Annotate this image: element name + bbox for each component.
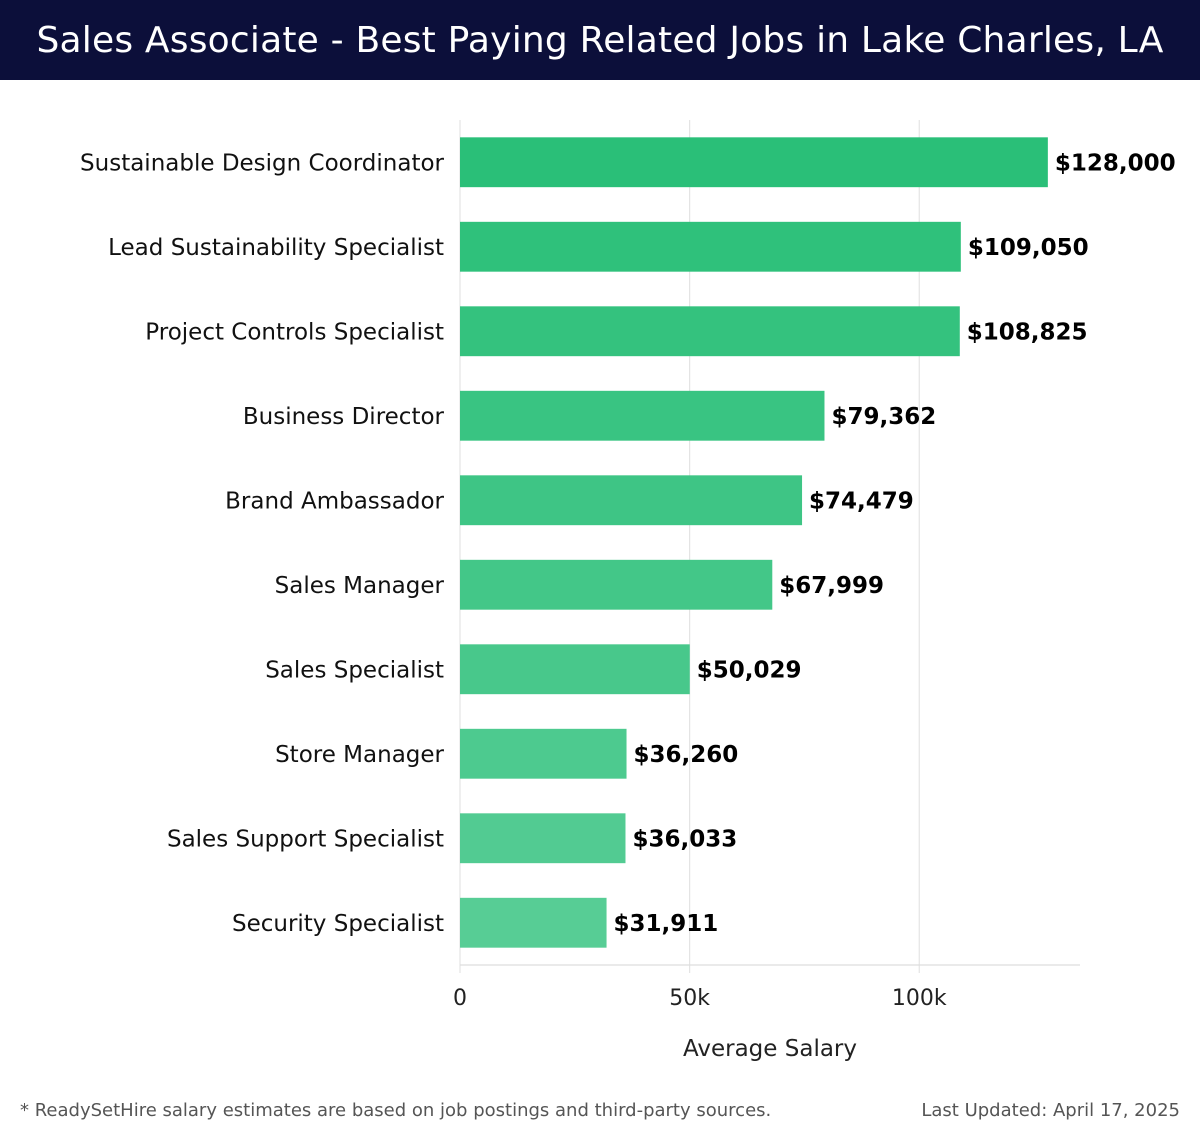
labels-layer: Sustainable Design Coordinator $128,000 Le… xyxy=(80,150,1176,937)
bar xyxy=(460,137,1048,188)
chart-title: Sales Associate - Best Paying Related Jo… xyxy=(36,19,1164,61)
value-label: $79,362 xyxy=(831,404,936,430)
x-tick-label: 100k xyxy=(892,986,947,1011)
category-label: Store Manager xyxy=(275,742,444,768)
footer-last-updated: Last Updated: April 17, 2025 xyxy=(921,1100,1180,1121)
x-tick-label: 50k xyxy=(669,986,710,1011)
category-label: Sales Support Specialist xyxy=(167,826,444,852)
bar xyxy=(460,813,626,864)
category-label: Sales Specialist xyxy=(265,657,444,683)
bar xyxy=(460,559,773,610)
bar xyxy=(460,897,607,948)
bar xyxy=(460,390,825,441)
category-label: Security Specialist xyxy=(232,911,444,937)
value-label: $50,029 xyxy=(697,657,802,683)
x-axis-title: Average Salary xyxy=(683,1036,857,1062)
bar xyxy=(460,644,690,695)
bar xyxy=(460,475,803,526)
header-bar: Sales Associate - Best Paying Related Jo… xyxy=(0,0,1200,80)
value-label: $36,260 xyxy=(634,742,739,768)
x-tick-label: 0 xyxy=(453,986,467,1011)
value-label: $109,050 xyxy=(968,235,1089,261)
category-label: Brand Ambassador xyxy=(225,488,444,514)
category-label: Sales Manager xyxy=(275,573,445,599)
bar xyxy=(460,221,961,272)
value-label: $31,911 xyxy=(614,911,719,937)
value-label: $128,000 xyxy=(1055,150,1176,176)
bar xyxy=(460,728,627,779)
category-label: Lead Sustainability Specialist xyxy=(108,235,444,261)
value-label: $108,825 xyxy=(967,319,1088,345)
bars-layer xyxy=(460,137,1048,948)
salary-bar-chart: Sustainable Design Coordinator $128,000 Le… xyxy=(80,120,1176,1062)
category-label: Business Director xyxy=(243,404,445,430)
footer-disclaimer: * ReadySetHire salary estimates are base… xyxy=(20,1100,772,1121)
value-label: $74,479 xyxy=(809,488,914,514)
value-label: $36,033 xyxy=(632,826,737,852)
value-label: $67,999 xyxy=(779,573,884,599)
category-label: Project Controls Specialist xyxy=(145,319,444,345)
category-label: Sustainable Design Coordinator xyxy=(80,150,445,176)
bar xyxy=(460,306,960,357)
x-axis: 0 50k 100k xyxy=(453,964,1080,1011)
